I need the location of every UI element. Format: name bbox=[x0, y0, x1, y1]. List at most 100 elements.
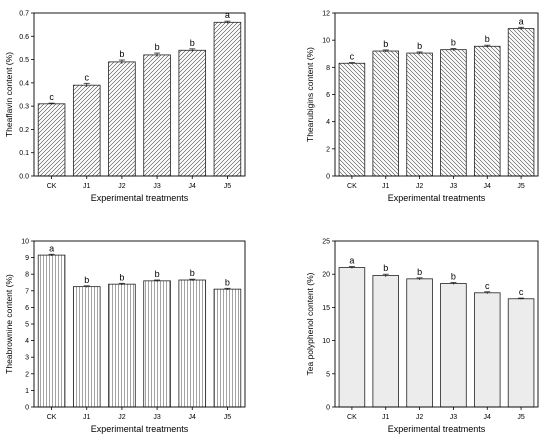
x-tick-label: J1 bbox=[83, 414, 91, 421]
y-tick-label: 9 bbox=[25, 255, 29, 262]
x-tick-label: J2 bbox=[416, 183, 424, 190]
y-tick-label: 6 bbox=[326, 92, 330, 99]
x-tick-label: J3 bbox=[450, 414, 458, 421]
plot-frame bbox=[334, 240, 539, 408]
chart-panel-theaflavin: c CK c J1 b J2 b J3 b J4 a J5 0.0 0.1 0.2 0.3 0.4 0.5 0.6 0… bbox=[4, 10, 246, 203]
x-tick-label: J1 bbox=[382, 183, 390, 190]
significance-letter: a bbox=[349, 256, 354, 266]
y-tick-label: 0.1 bbox=[19, 150, 29, 157]
y-tick-label: 8 bbox=[326, 65, 330, 72]
y-tick-label: 2 bbox=[326, 146, 330, 153]
bar-j4 bbox=[473, 45, 501, 177]
significance-letter: a bbox=[49, 243, 54, 253]
bar-j3 bbox=[440, 283, 467, 408]
x-tick-label: J1 bbox=[382, 414, 390, 421]
y-tick-label: 20 bbox=[322, 272, 330, 279]
y-axis-title: Theaflavin content (%) bbox=[4, 52, 14, 137]
significance-letter: b bbox=[155, 269, 160, 279]
x-axis-title: Experimental treatments bbox=[388, 193, 486, 203]
x-tick-label: J4 bbox=[484, 183, 492, 190]
x-tick-label: J2 bbox=[416, 414, 424, 421]
y-tick-label: 25 bbox=[322, 239, 330, 246]
y-axis-title: Thearubigins content (%) bbox=[305, 47, 315, 142]
y-tick-label: 8 bbox=[25, 272, 29, 279]
bar-j1 bbox=[372, 275, 400, 408]
bar-ck bbox=[37, 254, 66, 408]
chart-panel-thearubigins: c CK b J1 b J2 b J3 b J4 a J5 0 2 4 6 8 10 12 Experimental … bbox=[305, 11, 539, 203]
y-tick-label: 1 bbox=[25, 388, 29, 395]
x-axis-title: Experimental treatments bbox=[388, 424, 486, 434]
x-tick-label: J2 bbox=[118, 183, 126, 190]
bar-j5 bbox=[213, 21, 242, 177]
chart-panel-theabrownine: a CK b J1 b J2 b J3 b J4 b J5 0 1 2 3 4 5 6 7 8 9 10 Experiment… bbox=[4, 239, 246, 434]
x-tick-label: J3 bbox=[450, 183, 458, 190]
significance-letter: c bbox=[485, 281, 490, 291]
bar-j3 bbox=[143, 54, 171, 177]
bar-j4 bbox=[178, 279, 207, 408]
y-tick-label: 0.2 bbox=[19, 127, 29, 134]
significance-letter: b bbox=[225, 277, 230, 287]
significance-letter: c bbox=[519, 287, 524, 297]
x-tick-label: CK bbox=[47, 414, 57, 421]
y-tick-label: 0 bbox=[326, 405, 330, 412]
bar-j1 bbox=[72, 84, 101, 177]
significance-letter: a bbox=[519, 16, 524, 26]
x-tick-label: J3 bbox=[153, 183, 161, 190]
x-tick-label: J4 bbox=[189, 414, 197, 421]
x-tick-label: CK bbox=[347, 414, 357, 421]
x-axis-title: Experimental treatments bbox=[91, 424, 189, 434]
bar-ck bbox=[338, 267, 366, 408]
bar-j2 bbox=[406, 278, 433, 408]
y-tick-label: 0.6 bbox=[19, 34, 29, 41]
y-tick-label: 10 bbox=[21, 239, 29, 246]
bar-j2 bbox=[108, 283, 136, 408]
x-tick-label: J4 bbox=[484, 414, 492, 421]
y-tick-label: 10 bbox=[322, 338, 330, 345]
y-tick-label: 0 bbox=[326, 174, 330, 181]
significance-letter: b bbox=[383, 263, 388, 273]
bar-ck bbox=[37, 103, 66, 177]
plot-frame bbox=[33, 12, 246, 177]
bar-j5 bbox=[213, 288, 242, 408]
y-tick-label: 15 bbox=[322, 305, 330, 312]
significance-letter: a bbox=[225, 10, 230, 20]
y-tick-label: 5 bbox=[25, 322, 29, 329]
bar-j1 bbox=[72, 286, 101, 408]
significance-letter: b bbox=[417, 267, 422, 277]
significance-letter: b bbox=[119, 49, 124, 59]
bar-j3 bbox=[440, 49, 467, 177]
significance-letter: b bbox=[190, 38, 195, 48]
x-tick-label: CK bbox=[47, 183, 57, 190]
y-tick-label: 0.7 bbox=[19, 11, 29, 18]
chart-panel-tea-polyphenol: a CK b J1 b J2 b J3 c J4 c J5 0 5 10 15 20 25 Experimental… bbox=[305, 239, 539, 434]
x-tick-label: J5 bbox=[224, 183, 232, 190]
x-tick-label: J4 bbox=[189, 183, 197, 190]
x-tick-label: J5 bbox=[224, 414, 232, 421]
y-tick-label: 2 bbox=[25, 371, 29, 378]
bar-j4 bbox=[473, 292, 501, 408]
y-tick-label: 0.4 bbox=[19, 80, 29, 87]
y-tick-label: 10 bbox=[322, 38, 330, 45]
significance-letter: c bbox=[49, 92, 54, 102]
y-tick-label: 4 bbox=[25, 338, 29, 345]
significance-letter: b bbox=[84, 275, 89, 285]
y-tick-label: 0 bbox=[25, 405, 29, 412]
y-tick-label: 6 bbox=[25, 305, 29, 312]
bar-ck bbox=[338, 62, 366, 177]
significance-letter: b bbox=[119, 272, 124, 282]
y-axis-title: Theabrownine content (%) bbox=[4, 274, 14, 374]
bar-j3 bbox=[143, 280, 171, 408]
bar-j5 bbox=[507, 28, 535, 177]
y-tick-label: 0.3 bbox=[19, 104, 29, 111]
y-tick-label: 3 bbox=[25, 355, 29, 362]
bar-j5 bbox=[507, 298, 535, 408]
bar-j2 bbox=[108, 61, 136, 177]
y-tick-label: 4 bbox=[326, 119, 330, 126]
bar-j1 bbox=[372, 50, 400, 177]
bar-j4 bbox=[178, 49, 207, 177]
x-tick-label: J2 bbox=[118, 414, 126, 421]
y-tick-label: 0.0 bbox=[19, 174, 29, 181]
significance-letter: c bbox=[350, 52, 355, 62]
significance-letter: b bbox=[451, 272, 456, 282]
